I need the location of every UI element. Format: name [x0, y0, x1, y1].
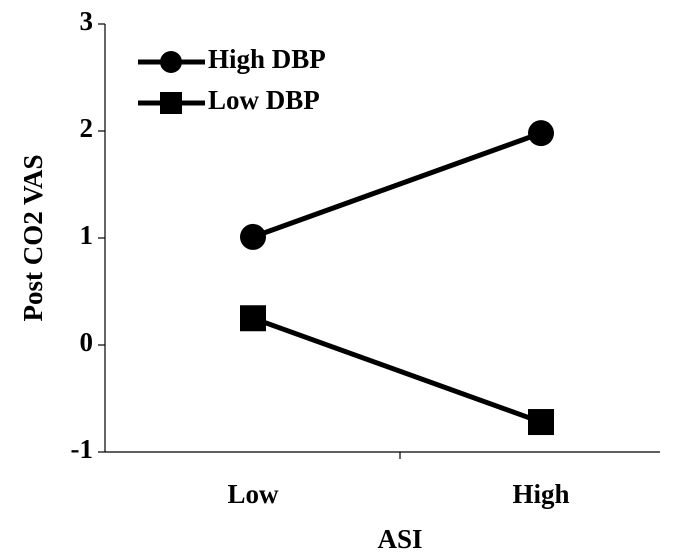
y-tick-label: 1 [80, 220, 94, 250]
y-tick-label: 3 [80, 6, 94, 36]
x-tick-label: Low [227, 479, 279, 509]
series-line-high-dbp [252, 130, 542, 240]
series-group [240, 120, 554, 436]
y-tick-label: -1 [71, 434, 94, 464]
data-point-high-dbp [528, 120, 554, 147]
x-tick-label: High [512, 479, 569, 509]
series-line-low-dbp [252, 315, 542, 425]
legend-marker-high-dbp [160, 51, 182, 73]
legend-label-high-dbp: High DBP [208, 44, 326, 74]
data-point-low-dbp [240, 305, 266, 332]
x-ticks: Low High [227, 452, 570, 509]
legend: High DBP Low DBP [138, 44, 326, 115]
y-ticks: 3 2 1 0 -1 [71, 6, 105, 464]
data-point-low-dbp [528, 409, 554, 436]
x-axis-title: ASI [377, 524, 422, 554]
y-tick-label: 0 [80, 327, 94, 357]
legend-marker-low-dbp [160, 92, 182, 114]
legend-label-low-dbp: Low DBP [208, 85, 320, 115]
axes [104, 24, 660, 453]
data-point-high-dbp [240, 223, 266, 250]
y-tick-label: 2 [80, 113, 94, 143]
y-axis-title: Post CO2 VAS [18, 154, 48, 321]
